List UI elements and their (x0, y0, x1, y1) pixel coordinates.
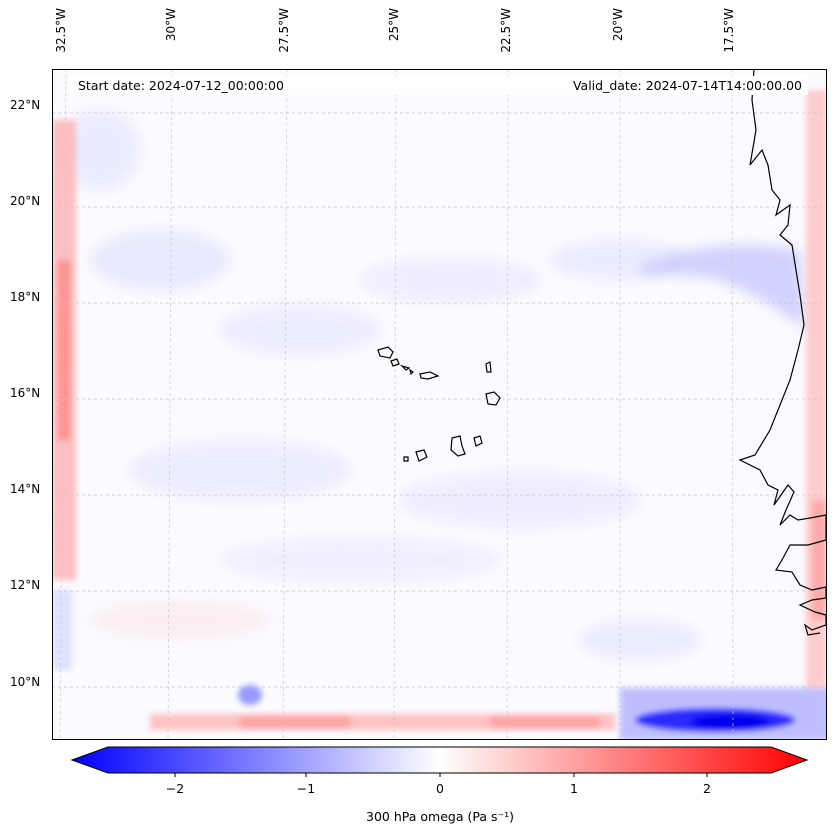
colorbar (70, 746, 809, 777)
start-date: Start date: 2024-07-12_00:00:00 (78, 78, 284, 93)
valid-date: Valid_date: 2024-07-14T14:00:00.00 (572, 78, 802, 93)
colorbar-tick: 0 (436, 781, 444, 796)
lon-label-17-5w: 17.5°W (722, 8, 736, 53)
lon-label-22-5w: 22.5°W (499, 8, 513, 53)
date-banner: Start date: 2024-07-12_00:00:00 Valid_da… (70, 76, 808, 95)
lat-label-10n: 10°N (10, 675, 41, 689)
lat-label-20n: 20°N (10, 194, 41, 208)
lat-label-12n: 12°N (10, 578, 41, 592)
coastlines (377, 68, 827, 636)
colorbar-tick: 1 (570, 781, 578, 796)
colorbar-tick: −2 (165, 781, 185, 796)
lon-label-27-5w: 27.5°W (277, 8, 291, 53)
lon-label-25w: 25°W (387, 8, 401, 42)
graticule (52, 68, 827, 741)
colorbar-tick: 2 (703, 781, 711, 796)
lat-label-22n: 22°N (10, 98, 41, 112)
lat-label-14n: 14°N (10, 482, 41, 496)
lat-label-16n: 16°N (10, 386, 41, 400)
lon-label-32-5w: 32.5°W (54, 8, 68, 53)
omega-field (52, 69, 827, 740)
colorbar-tick: −1 (296, 781, 316, 796)
lat-label-18n: 18°N (10, 290, 41, 304)
lon-label-20w: 20°W (611, 8, 625, 42)
colorbar-label: 300 hPa omega (Pa s⁻¹) (366, 809, 514, 824)
lon-label-30w: 30°W (164, 8, 178, 42)
map-frame (52, 69, 827, 740)
